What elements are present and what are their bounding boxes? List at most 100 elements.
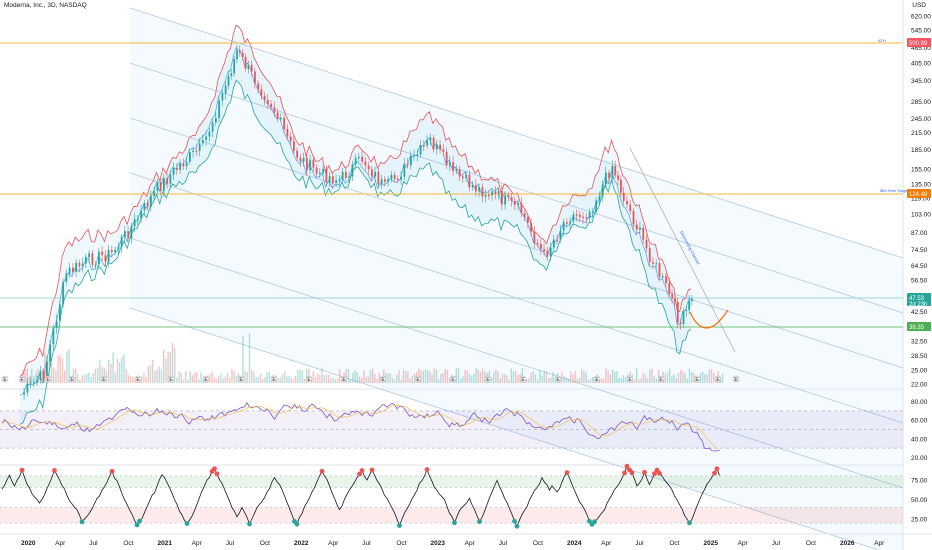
- stoch-oversold-dot: [687, 520, 692, 526]
- candle-body: [322, 168, 325, 173]
- earnings-marker: [134, 375, 142, 383]
- candle-body: [49, 344, 52, 362]
- volume-bar: [235, 375, 237, 383]
- volume-bar: [180, 372, 182, 383]
- volume-bar: [673, 374, 675, 383]
- price-tick: 155.00: [911, 166, 931, 173]
- volume-bar: [411, 375, 413, 383]
- volume-bar: [387, 373, 389, 383]
- volume-bar: [435, 369, 438, 383]
- volume-bar: [286, 375, 288, 383]
- volume-bar: [400, 379, 402, 383]
- price-tick: 285.00: [911, 99, 931, 106]
- candle-body: [556, 239, 559, 241]
- volume-bar: [264, 377, 266, 383]
- candle-body: [429, 137, 432, 141]
- volume-bar: [499, 378, 501, 383]
- stoch-overbought-dot: [424, 467, 430, 472]
- candle-body: [257, 83, 260, 90]
- candle-body: [75, 262, 78, 272]
- volume-bar: [433, 368, 435, 383]
- candle-body: [345, 171, 347, 179]
- candle-body: [68, 267, 71, 274]
- candle-body: [484, 195, 487, 197]
- volume-bar: [666, 372, 669, 383]
- volume-bar: [455, 368, 457, 383]
- volume-bar: [178, 371, 180, 383]
- volume-bar: [457, 368, 460, 383]
- earnings-marker: [340, 375, 348, 383]
- candle-body: [211, 122, 214, 132]
- candle-body: [652, 262, 654, 264]
- volume-bar: [334, 379, 336, 383]
- volume-bar: [154, 370, 156, 383]
- volume-bar: [506, 375, 508, 383]
- earnings-marker: [484, 375, 492, 383]
- candle-body: [114, 249, 117, 253]
- volume-bar: [669, 368, 671, 383]
- volume-bar: [653, 376, 655, 383]
- candle-body: [202, 140, 204, 144]
- candle-body: [553, 239, 555, 248]
- candle-body: [364, 161, 367, 166]
- volume-bar: [97, 368, 99, 383]
- channel-line: [129, 7, 904, 259]
- candle-body: [192, 150, 195, 153]
- volume-bar: [550, 377, 552, 383]
- price-badge-value: 500.89: [909, 41, 928, 47]
- stoch-oversold-dot: [79, 519, 85, 525]
- volume-bar: [532, 371, 534, 383]
- candle-body: [478, 187, 481, 192]
- volume-bar: [345, 368, 347, 383]
- candle-body: [361, 156, 364, 162]
- volume-bar: [339, 369, 341, 383]
- channel-line: [129, 237, 904, 489]
- volume-bar: [396, 374, 398, 383]
- candle-body: [432, 137, 435, 150]
- price-tick: 87.00: [911, 230, 928, 237]
- volume-bar: [325, 374, 328, 383]
- volume-bar: [391, 377, 394, 383]
- volume-bar: [655, 378, 658, 383]
- volume-bar: [248, 333, 251, 383]
- candle-body: [632, 211, 635, 225]
- candle-body: [33, 382, 35, 384]
- candle-body: [104, 255, 107, 262]
- volume-bar: [581, 368, 583, 383]
- candle-body: [668, 282, 671, 294]
- candle-body: [374, 171, 377, 177]
- stoch-oversold-dot: [184, 521, 190, 526]
- descending-channel: Descending Channel: [129, 7, 904, 550]
- volume-bar: [114, 372, 116, 383]
- candle-body: [254, 71, 256, 84]
- channel-line: [129, 62, 904, 314]
- candle-body: [549, 247, 552, 257]
- volume-bar: [367, 376, 369, 383]
- price-tick: 103.00: [911, 211, 931, 218]
- candle-body: [247, 64, 250, 69]
- price-tick: 74.50: [911, 247, 928, 254]
- volume-bar: [141, 376, 143, 383]
- volume-bar: [407, 371, 409, 383]
- volume-bar: [246, 372, 248, 383]
- volume-bar: [548, 377, 550, 383]
- volume-bar: [418, 368, 420, 383]
- volume-bar: [605, 368, 607, 383]
- stoch-overbought-dot: [564, 470, 570, 476]
- time-label: Jul: [362, 540, 371, 547]
- volume-bar: [517, 375, 519, 383]
- volume-bar: [347, 369, 350, 383]
- stoch-overbought-dot: [642, 469, 647, 475]
- stoch-overbought-dot: [629, 470, 635, 476]
- stoch-oversold-zone: [0, 507, 903, 524]
- volume-bar: [169, 351, 171, 383]
- time-label: Apr: [465, 540, 476, 547]
- time-label: Oct: [533, 540, 543, 547]
- candle-body: [198, 143, 201, 152]
- earnings-label: E: [695, 377, 699, 383]
- candle-body: [85, 257, 87, 264]
- candle-body: [371, 169, 373, 177]
- earnings-marker: [693, 375, 701, 383]
- price-tick: 465.00: [911, 45, 931, 52]
